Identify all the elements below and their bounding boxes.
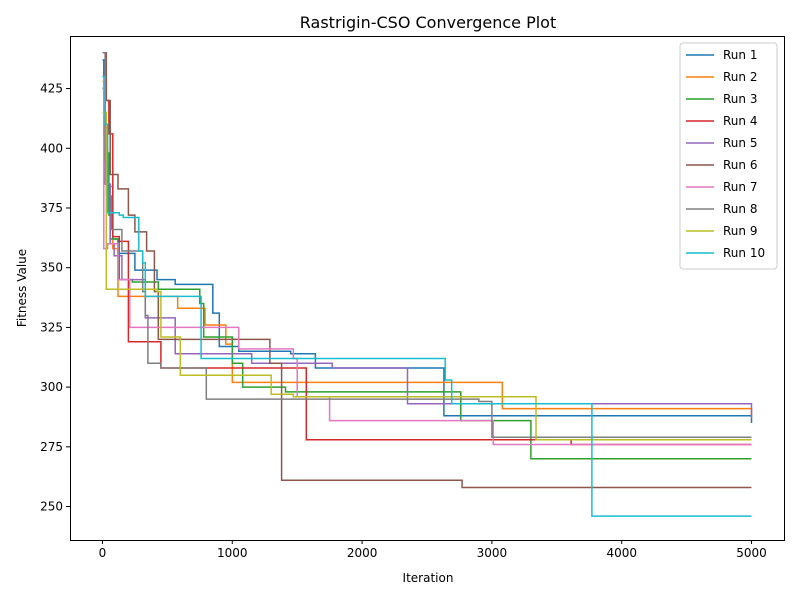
x-tick-label: 0 [99, 546, 107, 560]
y-tick-label: 425 [40, 82, 63, 96]
x-tick-label: 2000 [347, 546, 378, 560]
series-line-run-5 [102, 87, 753, 419]
y-tick-label: 375 [40, 201, 63, 215]
chart-title: Rastrigin-CSO Convergence Plot [300, 13, 556, 32]
x-tick-label: 1000 [217, 546, 248, 560]
y-axis-ticks: 250 275 300 325 350 375 400 425 [40, 82, 70, 514]
y-tick-label: 400 [40, 141, 63, 155]
y-tick-label: 350 [40, 261, 63, 275]
legend-label-run-3: Run 3 [723, 92, 757, 106]
legend-label-run-6: Run 6 [723, 158, 757, 172]
series-line-run-6 [102, 51, 752, 489]
legend-label-run-9: Run 9 [723, 224, 757, 238]
y-tick-label: 250 [40, 500, 63, 514]
x-tick-label: 5000 [736, 546, 767, 560]
y-axis-label: Fitness Value [15, 249, 29, 327]
legend: Run 1 Run 2 Run 3 Run 4 Run 5 Run 6 Run 7 Run 8… [679, 42, 778, 270]
y-tick-label: 275 [40, 440, 63, 454]
y-tick-label: 300 [40, 380, 63, 394]
legend-label-run-5: Run 5 [723, 136, 757, 150]
legend-label-run-10: Run 10 [723, 246, 765, 260]
y-tick-label: 325 [40, 320, 63, 334]
series-line-run-9 [102, 111, 752, 441]
series-line-run-10 [102, 75, 752, 517]
plot-lines [102, 51, 753, 517]
legend-label-run-7: Run 7 [723, 180, 757, 194]
series-line-run-7 [102, 75, 752, 446]
legend-label-run-2: Run 2 [723, 70, 757, 84]
series-line-run-4 [102, 75, 752, 446]
plot-frame [70, 36, 785, 541]
x-tick-label: 4000 [606, 546, 637, 560]
legend-label-run-1: Run 1 [723, 48, 757, 62]
x-tick-label: 3000 [477, 546, 508, 560]
x-axis-label: Iteration [403, 571, 454, 585]
legend-label-run-4: Run 4 [723, 114, 757, 128]
x-axis-ticks: 0 1000 2000 3000 4000 5000 [99, 540, 767, 560]
legend-label-run-8: Run 8 [723, 202, 757, 216]
